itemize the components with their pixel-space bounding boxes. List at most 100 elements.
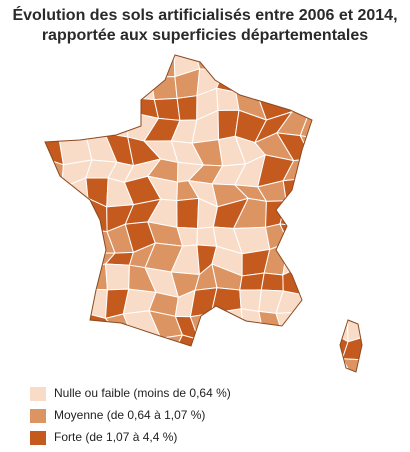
- department: [255, 55, 288, 70]
- department: [326, 264, 360, 295]
- department: [84, 112, 118, 134]
- department: [45, 330, 73, 364]
- department: [326, 245, 352, 270]
- department: [279, 374, 315, 398]
- department: [57, 131, 93, 166]
- department: [282, 177, 314, 205]
- department: [153, 97, 181, 121]
- department: [323, 158, 355, 184]
- legend-label: Forte (de 1,07 à 4,4 %): [54, 430, 177, 444]
- department: [306, 291, 333, 315]
- department: [319, 91, 350, 117]
- department: [57, 115, 87, 134]
- department: [299, 110, 331, 140]
- department: [341, 332, 362, 361]
- department: [176, 197, 200, 230]
- department: [212, 336, 247, 366]
- department: [350, 225, 362, 249]
- department: [255, 334, 284, 360]
- department: [45, 92, 70, 122]
- department: [237, 377, 265, 399]
- map-title: Évolution des sols artificialisés entre …: [12, 5, 397, 24]
- department: [217, 55, 248, 75]
- department: [258, 377, 285, 399]
- department: [320, 224, 353, 249]
- department: [235, 67, 263, 94]
- department: [297, 243, 333, 269]
- department: [346, 293, 362, 318]
- department: [320, 204, 360, 230]
- department: [300, 330, 333, 359]
- department: [348, 69, 362, 101]
- department: [323, 180, 360, 210]
- corsica-outline: [339, 319, 363, 373]
- department: [173, 351, 198, 372]
- department: [100, 55, 133, 76]
- department: [307, 158, 336, 182]
- department: [80, 69, 110, 92]
- department: [45, 360, 74, 372]
- department: [231, 351, 266, 372]
- department: [286, 55, 306, 72]
- department: [238, 55, 263, 75]
- map-title: rapportée aux superficies départementale…: [42, 27, 368, 44]
- department: [303, 203, 330, 228]
- department: [352, 158, 362, 184]
- department: [319, 69, 361, 94]
- department: [282, 330, 310, 359]
- department: [84, 331, 118, 358]
- department: [306, 311, 334, 334]
- department: [45, 287, 71, 312]
- department: [61, 242, 90, 271]
- legend-swatch: [30, 409, 46, 423]
- legend-label: Nulle ou faible (moins de 0,64 %): [54, 386, 231, 400]
- department: [282, 242, 311, 276]
- department: [255, 66, 288, 98]
- department: [304, 224, 333, 247]
- department: [45, 55, 69, 79]
- department: [283, 66, 306, 101]
- department: [56, 197, 89, 230]
- department: [45, 68, 69, 99]
- department: [348, 267, 362, 296]
- department: [58, 330, 97, 362]
- department: [152, 334, 184, 364]
- legend-swatch: [30, 431, 46, 445]
- department: [346, 377, 379, 399]
- department: [346, 55, 362, 73]
- department: [45, 264, 71, 296]
- department: [300, 70, 336, 101]
- france-outline: [44, 54, 313, 347]
- department: [124, 69, 155, 101]
- department: [45, 310, 72, 340]
- department: [231, 336, 265, 360]
- department: [189, 287, 218, 318]
- department: [107, 351, 135, 372]
- department: [300, 91, 331, 117]
- department: [187, 338, 219, 365]
- department: [104, 263, 130, 291]
- department: [56, 55, 92, 71]
- department: [307, 177, 330, 207]
- department: [348, 92, 362, 115]
- department: [351, 208, 362, 230]
- department: [330, 55, 361, 75]
- department: [64, 288, 86, 314]
- department: [122, 351, 158, 372]
- department: [107, 69, 133, 98]
- department: [282, 352, 317, 372]
- department: [176, 95, 198, 121]
- department: [319, 291, 360, 316]
- legend-label: Moyenne (de 0,64 à 1,07 %): [54, 408, 205, 422]
- department: [210, 308, 246, 341]
- department: [212, 351, 249, 372]
- department: [82, 55, 109, 77]
- department: [346, 113, 362, 144]
- department: [108, 88, 129, 114]
- department: [352, 177, 362, 210]
- department: [319, 313, 349, 343]
- department: [45, 221, 64, 248]
- department: [187, 353, 226, 372]
- department: [299, 357, 331, 372]
